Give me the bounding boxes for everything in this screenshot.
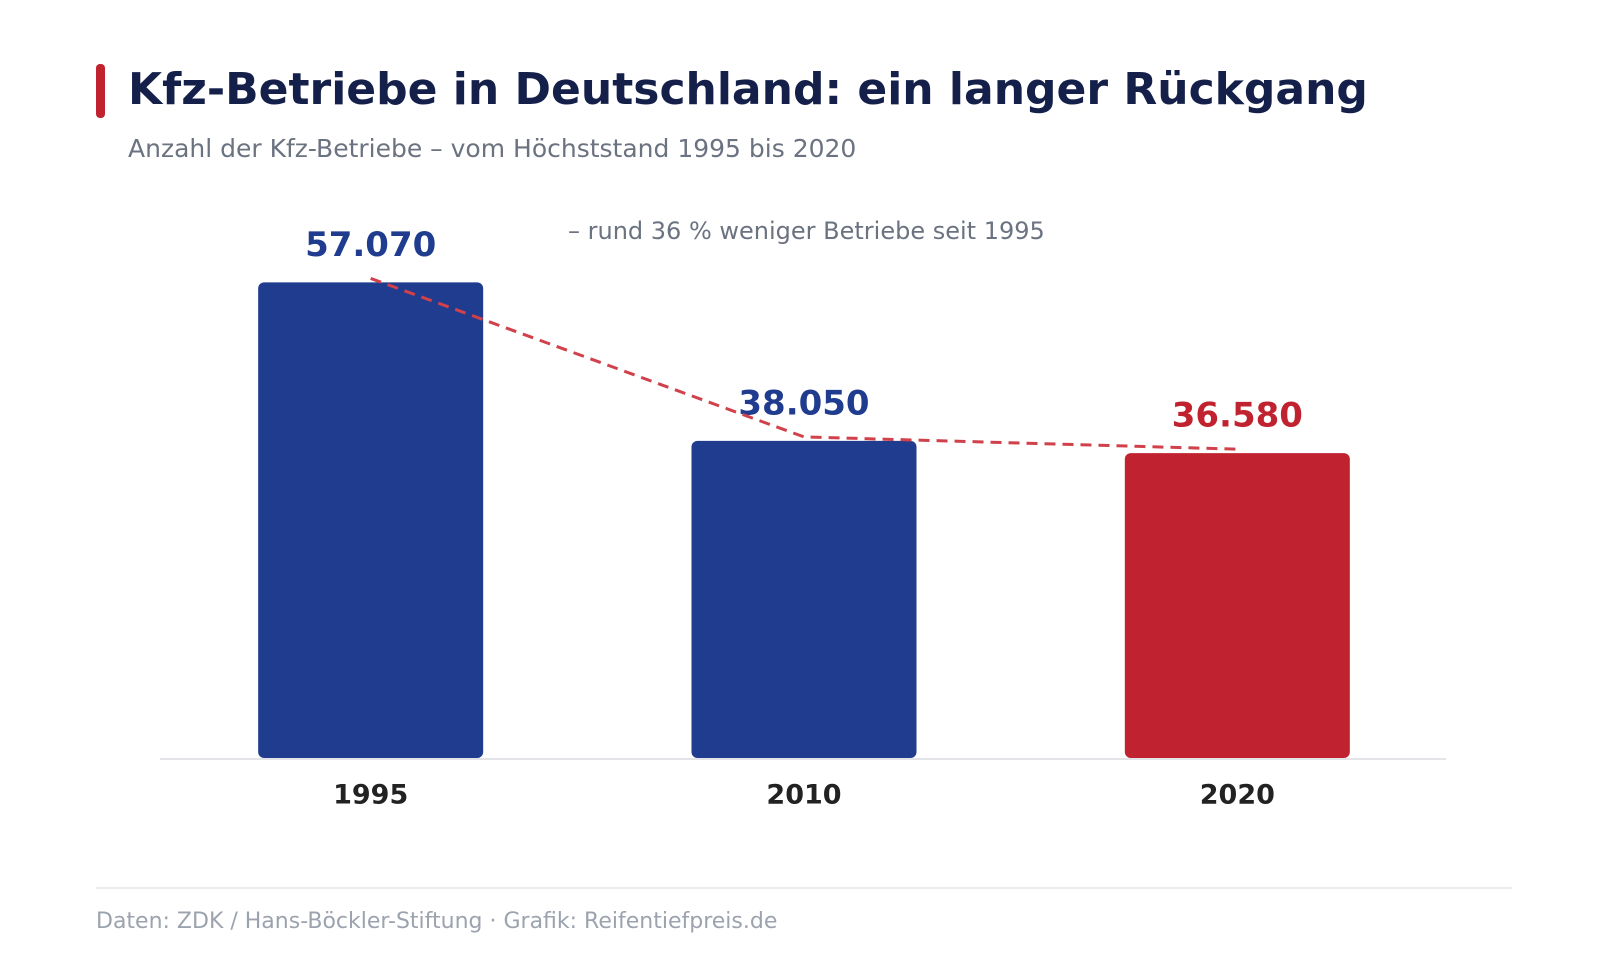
x-tick-label: 1995	[333, 780, 408, 811]
trend-line	[370, 277, 1238, 451]
source: Daten: ZDK / Hans-Böckler-Stiftung · Gra…	[96, 909, 777, 934]
bar	[1124, 453, 1350, 758]
title-accent	[96, 64, 105, 118]
x-tick-label: 2010	[766, 780, 841, 811]
value-label: 38.050	[738, 383, 869, 423]
value-label: 57.070	[305, 225, 436, 265]
value-label: 36.580	[1172, 396, 1303, 436]
bar	[258, 282, 484, 758]
chart-title: Kfz-Betriebe in Deutschland: ein langer …	[128, 64, 1368, 115]
chart-subtitle: Anzahl der Kfz-Betriebe – vom Höchststan…	[128, 134, 856, 163]
annotation: – rund 36 % weniger Betriebe seit 1995	[568, 217, 1045, 245]
bar	[691, 440, 917, 758]
x-tick-label: 2020	[1200, 780, 1275, 811]
